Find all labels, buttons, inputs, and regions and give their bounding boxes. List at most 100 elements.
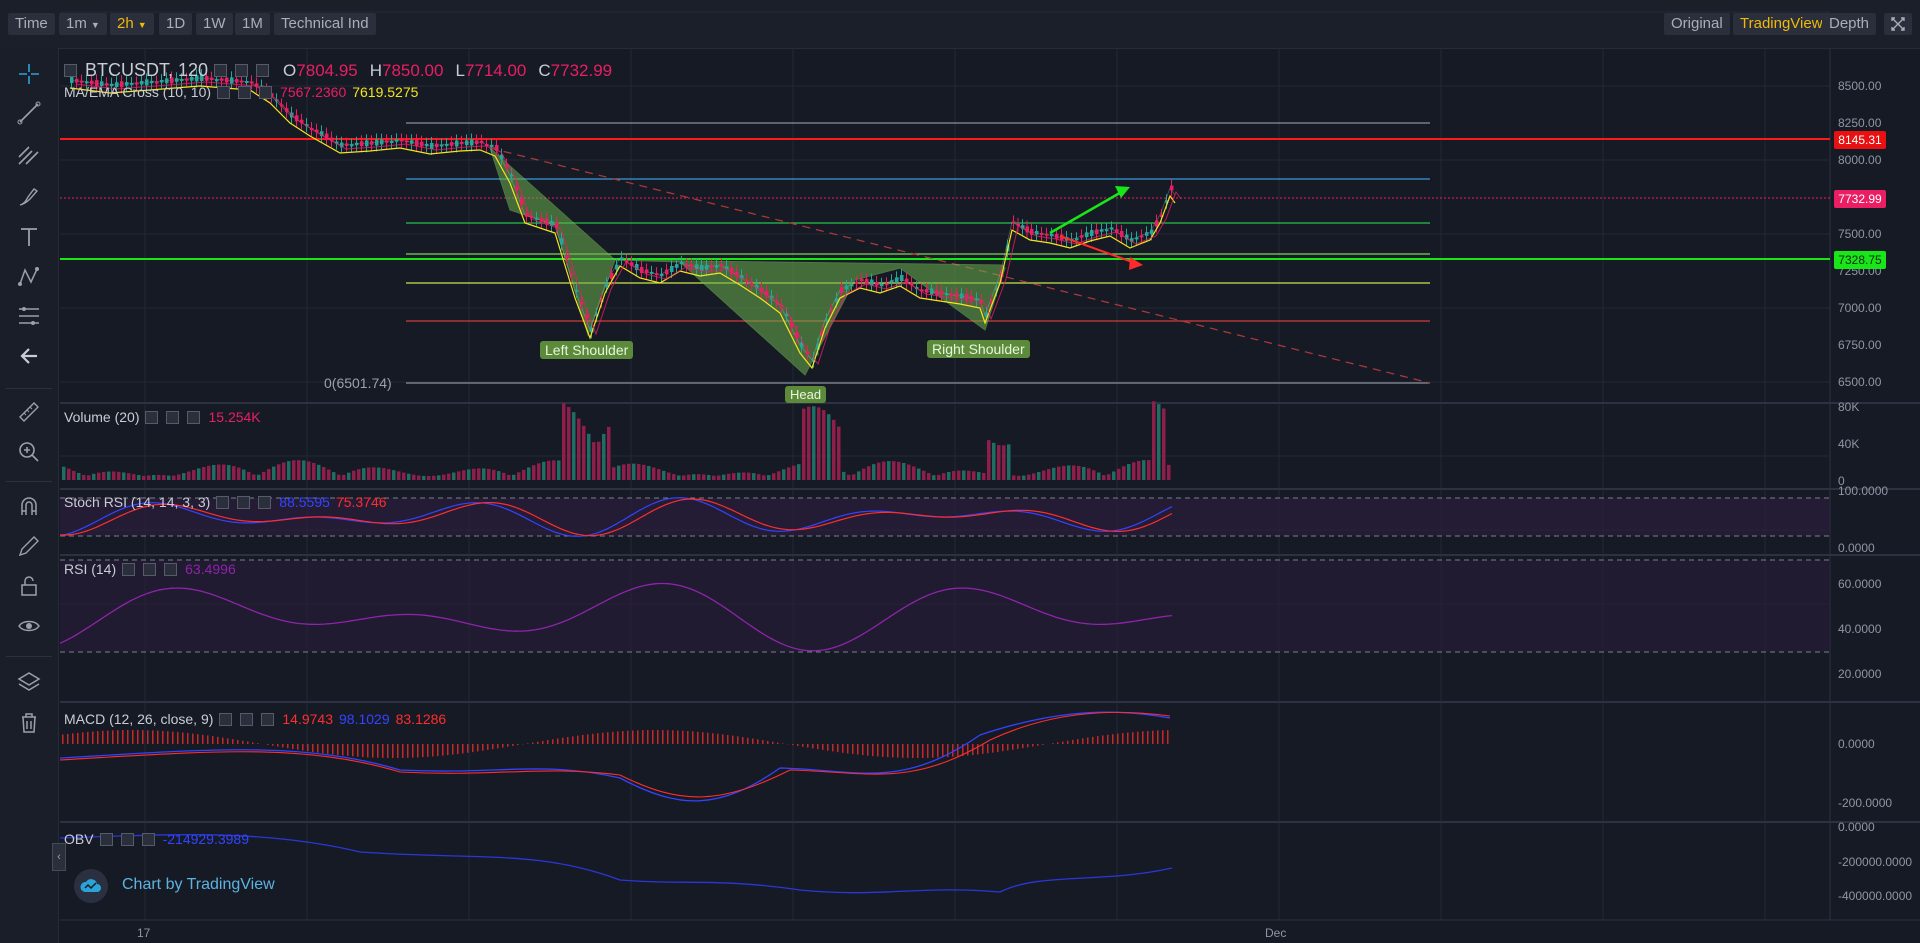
remove-drawings-tool[interactable] <box>14 708 44 738</box>
close-icon[interactable] <box>164 562 178 576</box>
macd-histogram-bar <box>302 744 304 751</box>
hide-icon[interactable] <box>145 410 159 424</box>
candle-body <box>685 264 689 267</box>
crosshair-tool[interactable] <box>14 59 44 89</box>
fullscreen-button[interactable] <box>1884 13 1912 35</box>
text-tool[interactable] <box>14 222 44 252</box>
interval-1w-button[interactable]: 1W <box>196 13 233 35</box>
close-icon[interactable] <box>261 712 275 726</box>
collapse-legend-icon[interactable] <box>64 64 77 77</box>
back-tool[interactable] <box>14 341 44 371</box>
tradingview-view-button[interactable]: TradingView <box>1733 13 1830 35</box>
zoom-tool[interactable] <box>14 437 44 467</box>
volume-bar <box>607 426 611 480</box>
macd-histogram-bar <box>782 743 784 744</box>
unlock-icon <box>21 576 37 596</box>
lock-drawings-tool[interactable] <box>14 571 44 601</box>
macd-histogram-bar <box>67 733 69 744</box>
hide-icon[interactable] <box>219 712 233 726</box>
time-button[interactable]: Time <box>8 13 55 35</box>
hide-drawings-tool[interactable] <box>14 611 44 641</box>
technical-indicators-button[interactable]: Technical Ind <box>274 13 376 35</box>
volume-bar <box>852 474 856 480</box>
hide-icon[interactable] <box>217 85 231 99</box>
volume-bar <box>697 474 701 480</box>
trend-line-tool[interactable] <box>14 98 44 128</box>
stoch-axis-label: 100.0000 <box>1838 484 1889 498</box>
interval-1m-dropdown[interactable]: 1m ▼ <box>59 13 107 35</box>
macd-histogram-bar <box>712 733 714 744</box>
brush-tool[interactable] <box>14 181 44 211</box>
candle-body <box>225 77 229 83</box>
stay-in-drawing-tool[interactable] <box>14 531 44 561</box>
volume-bar <box>1087 468 1091 480</box>
settings-icon[interactable] <box>237 495 251 509</box>
macd-histogram-bar <box>807 744 809 748</box>
candle-body <box>965 294 969 300</box>
macd-histogram-bar <box>62 734 64 744</box>
settings-icon[interactable] <box>240 712 254 726</box>
macd-histogram-bar <box>417 744 419 758</box>
interval-1d-button[interactable]: 1D <box>159 13 193 35</box>
macd-histogram-bar <box>152 730 154 744</box>
hide-icon[interactable] <box>214 64 228 77</box>
magnet-tool[interactable] <box>14 491 44 521</box>
macd-histogram-bar <box>102 730 104 744</box>
tradingview-logo[interactable] <box>74 869 108 903</box>
measure-tool[interactable] <box>14 397 44 427</box>
volume-bar <box>407 473 411 480</box>
settings-icon[interactable] <box>166 410 180 424</box>
close-icon[interactable] <box>258 495 272 509</box>
settings-icon[interactable] <box>120 832 134 846</box>
candle-body <box>360 141 364 147</box>
hide-icon[interactable] <box>216 495 230 509</box>
fib-tool[interactable] <box>14 301 44 331</box>
ma-value-2: 7619.5275 <box>352 84 419 100</box>
hide-icon[interactable] <box>99 832 113 846</box>
volume-bar <box>502 472 506 480</box>
macd-histogram-bar <box>192 733 194 744</box>
pitchfork-tool[interactable] <box>14 140 44 170</box>
hide-icon[interactable] <box>122 562 136 576</box>
ruler-icon <box>19 402 39 422</box>
candle-body <box>655 273 659 276</box>
candle-body <box>1125 234 1129 240</box>
branding-text[interactable]: Chart by TradingView <box>122 876 275 893</box>
settings-icon[interactable] <box>143 562 157 576</box>
macd-histogram-bar <box>257 743 259 744</box>
volume-bar <box>947 471 951 480</box>
interval-2h-dropdown[interactable]: 2h ▼ <box>110 13 154 35</box>
volume-bar <box>712 475 716 480</box>
pattern-tool[interactable] <box>14 262 44 292</box>
close-icon[interactable] <box>187 410 201 424</box>
candle-body <box>875 281 879 286</box>
volume-bar <box>1167 464 1171 480</box>
candle-body <box>330 137 334 142</box>
volume-bar <box>757 474 761 480</box>
close-icon[interactable] <box>141 832 155 846</box>
candle-body <box>460 141 464 145</box>
interval-1mo-button[interactable]: 1M <box>235 13 270 35</box>
macd-histogram-bar <box>842 744 844 753</box>
original-view-button[interactable]: Original <box>1664 13 1730 35</box>
macd-histogram-bar <box>412 744 414 758</box>
macd-histogram-bar <box>447 744 449 756</box>
volume-bar <box>652 467 656 480</box>
candle-body <box>816 343 820 350</box>
macd-histogram-bar <box>427 744 429 757</box>
macd-histogram-bar <box>122 730 124 744</box>
macd-histogram-bar <box>112 730 114 744</box>
settings-icon[interactable] <box>235 64 249 77</box>
macd-histogram-bar <box>492 744 494 750</box>
close-icon[interactable] <box>259 85 273 99</box>
settings-icon[interactable] <box>238 85 252 99</box>
depth-view-button[interactable]: Depth <box>1822 13 1877 35</box>
close-icon[interactable] <box>256 64 270 77</box>
macd-histogram-bar <box>612 731 614 744</box>
volume-bar <box>1057 466 1061 480</box>
object-tree-tool[interactable] <box>14 667 44 697</box>
collapse-panel-button[interactable]: ‹ <box>52 843 66 871</box>
fib-zero-label: 0(6501.74) <box>324 375 392 391</box>
candle-body <box>790 322 794 328</box>
